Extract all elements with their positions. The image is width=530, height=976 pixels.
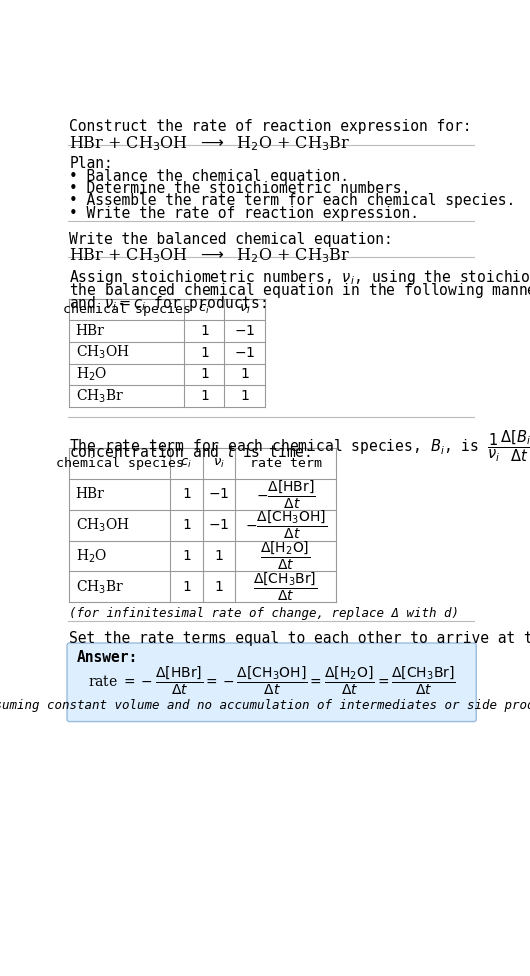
Text: (for infinitesimal rate of change, replace Δ with d): (for infinitesimal rate of change, repla… [69, 607, 460, 620]
Text: $-1$: $-1$ [234, 346, 255, 360]
Text: rate term: rate term [250, 457, 322, 470]
Text: HBr + CH$_3$OH  $\longrightarrow$  H$_2$O + CH$_3$Br: HBr + CH$_3$OH $\longrightarrow$ H$_2$O … [69, 134, 350, 153]
Text: Assign stoichiometric numbers, $\nu_i$, using the stoichiometric coefficients, $: Assign stoichiometric numbers, $\nu_i$, … [69, 268, 530, 287]
Text: CH$_3$Br: CH$_3$Br [76, 387, 124, 405]
Text: $1$: $1$ [240, 367, 249, 382]
Text: • Balance the chemical equation.: • Balance the chemical equation. [69, 169, 349, 183]
Text: 1: 1 [182, 518, 191, 532]
Text: H$_2$O: H$_2$O [76, 366, 107, 383]
Text: 1: 1 [182, 487, 191, 502]
Text: 1: 1 [200, 324, 208, 338]
Text: Set the rate terms equal to each other to arrive at the rate expression:: Set the rate terms equal to each other t… [69, 631, 530, 646]
Text: • Assemble the rate term for each chemical species.: • Assemble the rate term for each chemic… [69, 193, 516, 208]
Text: 1: 1 [200, 346, 208, 360]
Text: HBr: HBr [76, 487, 104, 502]
Text: chemical species: chemical species [63, 304, 191, 316]
Text: CH$_3$OH: CH$_3$OH [76, 516, 130, 534]
Text: H$_2$O: H$_2$O [76, 548, 107, 565]
Text: CH$_3$OH: CH$_3$OH [76, 344, 130, 361]
Text: chemical species: chemical species [56, 457, 184, 470]
Text: 1: 1 [182, 580, 191, 593]
Text: $-\dfrac{\Delta[\mathrm{CH_3OH}]}{\Delta t}$: $-\dfrac{\Delta[\mathrm{CH_3OH}]}{\Delta… [244, 509, 326, 542]
Text: $1$: $1$ [214, 549, 224, 563]
Text: $1$: $1$ [240, 388, 249, 403]
Text: Plan:: Plan: [69, 155, 113, 171]
Text: HBr + CH$_3$OH  $\longrightarrow$  H$_2$O + CH$_3$Br: HBr + CH$_3$OH $\longrightarrow$ H$_2$O … [69, 247, 350, 265]
Text: Answer:: Answer: [77, 650, 138, 665]
Text: The rate term for each chemical species, $B_i$, is $\dfrac{1}{\nu_i}\dfrac{\Delt: The rate term for each chemical species,… [69, 428, 530, 464]
Text: • Write the rate of reaction expression.: • Write the rate of reaction expression. [69, 206, 419, 221]
Text: $1$: $1$ [214, 580, 224, 593]
Text: rate $= -\dfrac{\Delta[\mathrm{HBr}]}{\Delta t} = -\dfrac{\Delta[\mathrm{CH_3OH}: rate $= -\dfrac{\Delta[\mathrm{HBr}]}{\D… [88, 665, 455, 697]
Text: $-\dfrac{\Delta[\mathrm{HBr}]}{\Delta t}$: $-\dfrac{\Delta[\mathrm{HBr}]}{\Delta t}… [256, 478, 315, 510]
Text: • Determine the stoichiometric numbers.: • Determine the stoichiometric numbers. [69, 181, 411, 196]
Text: Construct the rate of reaction expression for:: Construct the rate of reaction expressio… [69, 119, 472, 134]
Text: and $\nu_i = c_i$ for products:: and $\nu_i = c_i$ for products: [69, 294, 267, 313]
Text: $-1$: $-1$ [208, 487, 229, 502]
Text: 1: 1 [200, 367, 208, 382]
Text: $c_i$: $c_i$ [198, 304, 210, 316]
Text: 1: 1 [200, 388, 208, 403]
Text: CH$_3$Br: CH$_3$Br [76, 578, 124, 595]
Text: HBr: HBr [76, 324, 104, 338]
Text: concentration and $t$ is time:: concentration and $t$ is time: [69, 444, 311, 460]
Text: 1: 1 [182, 549, 191, 563]
Text: Write the balanced chemical equation:: Write the balanced chemical equation: [69, 232, 393, 247]
Text: $-1$: $-1$ [208, 518, 229, 532]
Text: $\dfrac{\Delta[\mathrm{CH_3Br}]}{\Delta t}$: $\dfrac{\Delta[\mathrm{CH_3Br}]}{\Delta … [253, 571, 318, 603]
Text: $\dfrac{\Delta[\mathrm{H_2O}]}{\Delta t}$: $\dfrac{\Delta[\mathrm{H_2O}]}{\Delta t}… [260, 540, 311, 572]
Text: (assuming constant volume and no accumulation of intermediates or side products): (assuming constant volume and no accumul… [0, 699, 530, 712]
Text: $-1$: $-1$ [234, 324, 255, 338]
FancyBboxPatch shape [67, 643, 476, 721]
Text: $c_i$: $c_i$ [181, 457, 192, 470]
Text: the balanced chemical equation in the following manner: $\nu_i = -c_i$ for react: the balanced chemical equation in the fo… [69, 281, 530, 301]
Text: $\nu_i$: $\nu_i$ [238, 304, 251, 316]
Text: $\nu_i$: $\nu_i$ [213, 457, 225, 470]
